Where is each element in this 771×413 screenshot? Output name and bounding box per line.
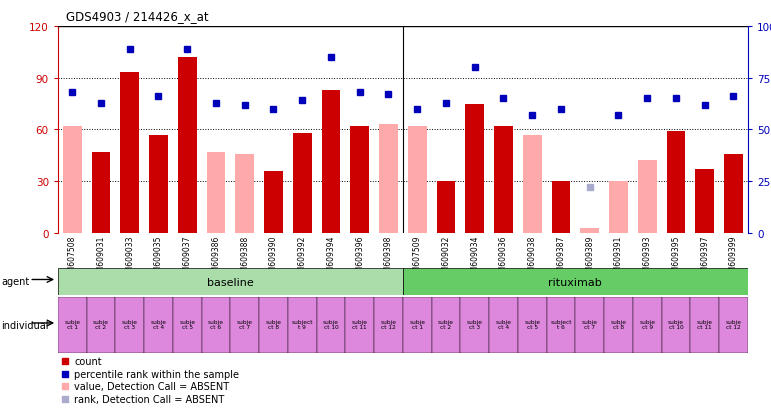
- Bar: [662, 297, 690, 353]
- Bar: [494, 127, 513, 233]
- Bar: [408, 127, 426, 233]
- Bar: [86, 297, 116, 353]
- Bar: [144, 297, 173, 353]
- Text: subject
t 9: subject t 9: [291, 319, 313, 329]
- Text: subje
ct 2: subje ct 2: [93, 319, 109, 329]
- Bar: [436, 182, 456, 233]
- Text: subje
ct 7: subje ct 7: [237, 319, 253, 329]
- Bar: [724, 154, 742, 233]
- Bar: [523, 135, 541, 233]
- Bar: [466, 104, 484, 233]
- Bar: [609, 182, 628, 233]
- Text: subje
ct 5: subje ct 5: [179, 319, 195, 329]
- Text: value, Detection Call = ABSENT: value, Detection Call = ABSENT: [74, 381, 229, 391]
- Text: subje
ct 1: subje ct 1: [64, 319, 80, 329]
- Text: subject
t 6: subject t 6: [550, 319, 572, 329]
- Text: count: count: [74, 356, 102, 366]
- Text: rituximab: rituximab: [548, 277, 602, 287]
- Bar: [350, 127, 369, 233]
- Text: subje
ct 1: subje ct 1: [409, 319, 426, 329]
- Bar: [178, 58, 197, 233]
- Bar: [518, 297, 547, 353]
- Text: GDS4903 / 214426_x_at: GDS4903 / 214426_x_at: [66, 10, 208, 23]
- Text: subje
ct 8: subje ct 8: [611, 319, 627, 329]
- Bar: [667, 132, 685, 233]
- Bar: [695, 170, 714, 233]
- Bar: [92, 152, 110, 233]
- Bar: [460, 297, 489, 353]
- Bar: [432, 297, 460, 353]
- Text: subje
ct 6: subje ct 6: [208, 319, 224, 329]
- Bar: [63, 127, 82, 233]
- Bar: [690, 297, 719, 353]
- Text: subje
ct 9: subje ct 9: [639, 319, 655, 329]
- Text: subje
ct 11: subje ct 11: [352, 319, 368, 329]
- Bar: [322, 90, 340, 233]
- Bar: [201, 297, 231, 353]
- Bar: [149, 135, 168, 233]
- Text: baseline: baseline: [207, 277, 254, 287]
- Bar: [575, 297, 604, 353]
- Text: agent: agent: [2, 277, 30, 287]
- Bar: [207, 152, 225, 233]
- Bar: [259, 297, 288, 353]
- Text: percentile rank within the sample: percentile rank within the sample: [74, 369, 239, 379]
- Text: subje
ct 2: subje ct 2: [438, 319, 454, 329]
- Bar: [58, 297, 86, 353]
- Text: subje
ct 4: subje ct 4: [496, 319, 511, 329]
- Bar: [120, 73, 139, 233]
- Bar: [719, 297, 748, 353]
- Text: subje
ct 10: subje ct 10: [323, 319, 339, 329]
- Bar: [489, 297, 518, 353]
- Bar: [264, 171, 283, 233]
- Bar: [231, 297, 259, 353]
- Bar: [379, 125, 398, 233]
- Text: subje
ct 3: subje ct 3: [466, 319, 483, 329]
- Bar: [633, 297, 662, 353]
- Bar: [604, 297, 633, 353]
- Bar: [317, 297, 345, 353]
- Text: subje
ct 12: subje ct 12: [726, 319, 742, 329]
- Bar: [402, 297, 432, 353]
- Bar: [547, 297, 575, 353]
- Bar: [551, 182, 571, 233]
- Text: subje
ct 11: subje ct 11: [697, 319, 712, 329]
- Bar: [345, 297, 374, 353]
- Bar: [116, 297, 144, 353]
- Bar: [288, 297, 317, 353]
- Bar: [581, 228, 599, 233]
- Text: subje
ct 3: subje ct 3: [122, 319, 138, 329]
- Text: subje
ct 5: subje ct 5: [524, 319, 540, 329]
- Bar: [402, 268, 748, 295]
- Bar: [293, 133, 311, 233]
- Bar: [374, 297, 402, 353]
- Text: rank, Detection Call = ABSENT: rank, Detection Call = ABSENT: [74, 394, 224, 404]
- Text: subje
ct 4: subje ct 4: [150, 319, 167, 329]
- Bar: [638, 161, 657, 233]
- Text: subje
ct 8: subje ct 8: [265, 319, 281, 329]
- Text: individual: individual: [2, 320, 49, 330]
- Bar: [173, 297, 201, 353]
- Text: subje
ct 12: subje ct 12: [380, 319, 396, 329]
- Text: subje
ct 10: subje ct 10: [668, 319, 684, 329]
- Text: subje
ct 7: subje ct 7: [582, 319, 598, 329]
- Bar: [58, 268, 402, 295]
- Bar: [235, 154, 254, 233]
